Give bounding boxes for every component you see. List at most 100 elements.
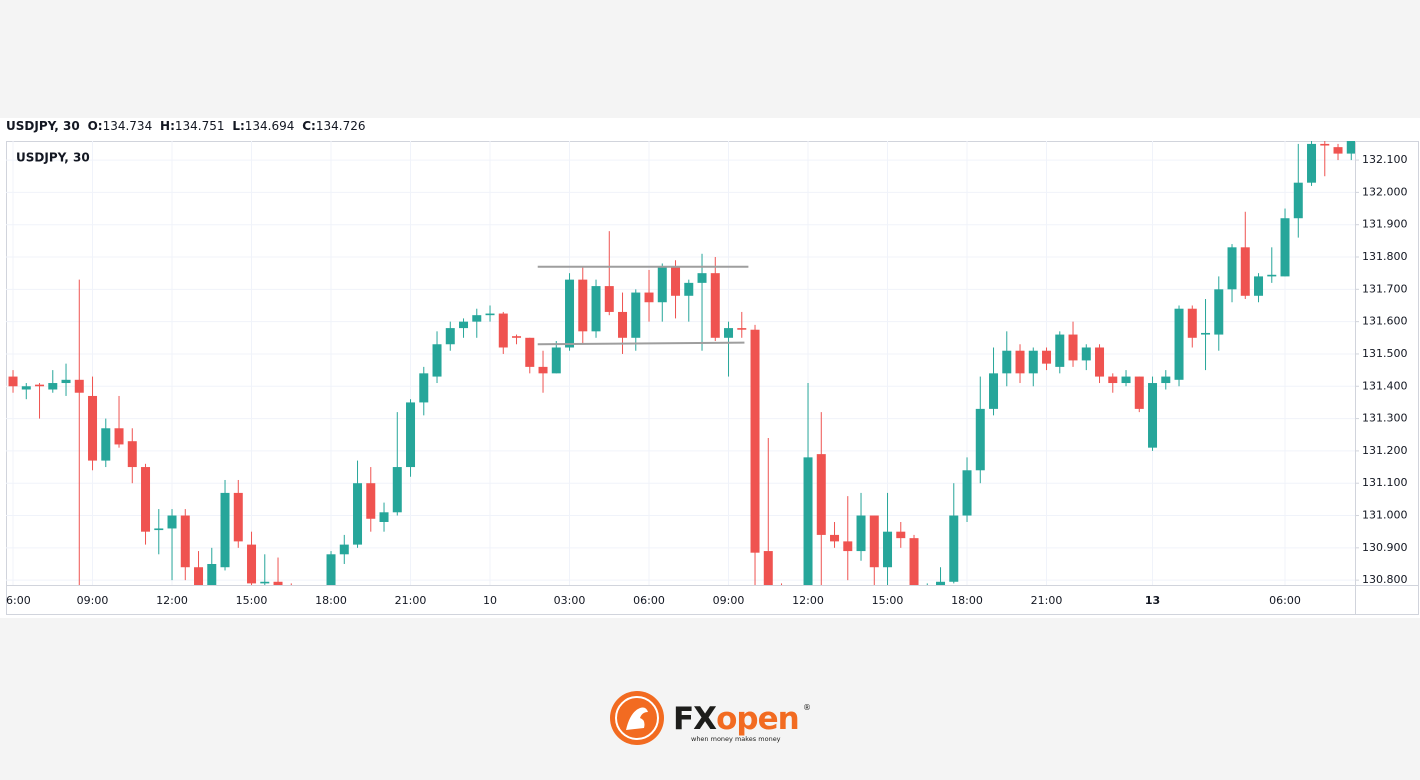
candle-body (671, 266, 681, 296)
chart-panel (0, 118, 1420, 618)
ohlc-value: 134.751 (175, 119, 225, 133)
candle-body (127, 441, 137, 468)
candle-body (618, 311, 628, 338)
symbol: USDJPY, 30 (6, 119, 80, 133)
candle-body (1028, 350, 1038, 374)
y-tick-label: 131.100 (1362, 476, 1408, 489)
candle-body (1320, 143, 1330, 146)
logo-fx: FX (673, 701, 717, 737)
ohlc-key: H: (160, 119, 175, 133)
candle-body (1015, 350, 1025, 374)
candle-body (936, 581, 946, 585)
logo: FXopen ® when money makes money (610, 691, 811, 745)
candle-body (154, 528, 164, 531)
chart-frame (6, 141, 1419, 615)
x-tick-label: 09:00 (77, 594, 109, 607)
candle-body (737, 328, 747, 330)
trendline (537, 341, 745, 346)
candle-body (48, 383, 58, 390)
candle-body (591, 286, 601, 332)
candle-body (856, 515, 866, 552)
ohlc-value: 134.694 (245, 119, 295, 133)
candle-body (1293, 182, 1303, 219)
candle-body (260, 581, 270, 584)
candle-body (167, 515, 177, 529)
candle-body (1068, 334, 1078, 361)
candle-body (379, 512, 389, 522)
x-tick-label: 15:00 (872, 594, 904, 607)
x-tick-label: 09:00 (713, 594, 745, 607)
ohlc-key: O: (88, 119, 103, 133)
logo-open: open (716, 701, 799, 737)
candle-body (830, 534, 840, 542)
y-tick-label: 132.100 (1362, 153, 1408, 166)
candle-body (1307, 143, 1317, 183)
y-tick-label: 131.600 (1362, 315, 1408, 328)
candle-body (1174, 308, 1184, 380)
ohlc-key: C: (302, 119, 316, 133)
y-tick-label: 131.200 (1362, 444, 1408, 457)
candle-body (74, 379, 84, 393)
candle-body (207, 563, 217, 585)
candle-body (194, 567, 204, 585)
candle-body (273, 581, 283, 585)
candle-body (419, 373, 429, 403)
y-tick-label: 131.400 (1362, 379, 1408, 392)
candle-body (525, 337, 535, 367)
grid (6, 141, 1355, 585)
candle-body (1254, 276, 1264, 296)
x-tick-label: 18:00 (951, 594, 983, 607)
y-tick-label: 132.000 (1362, 185, 1408, 198)
candle-body (644, 292, 654, 303)
candle-body (843, 541, 853, 552)
candle-body (101, 428, 111, 461)
x-tick-label: 12:00 (156, 594, 188, 607)
candle-body (1108, 376, 1118, 384)
candle-body (1280, 218, 1290, 277)
axes: 130.800 130.900 131.000 131.100 131.200 131.3… (6, 153, 1408, 607)
candle-body (684, 282, 694, 296)
candle-body (1240, 247, 1250, 296)
logo-registered: ® (803, 703, 811, 712)
x-tick-label: 15:00 (236, 594, 268, 607)
y-tick-label: 130.900 (1362, 541, 1408, 554)
logo-tagline: when money makes money (691, 735, 781, 743)
candle-body (565, 279, 575, 348)
candle-body (1187, 308, 1197, 338)
ohlc-header: USDJPY, 30 O:134.734 H:134.751 L:134.694… (6, 119, 365, 133)
candle-body (498, 313, 508, 348)
candle-body (1042, 350, 1052, 364)
candle-body (247, 544, 257, 584)
candle-body (763, 551, 773, 585)
candle-body (353, 483, 363, 545)
candle-body (697, 273, 707, 283)
candle-body (432, 344, 442, 377)
candle-body (949, 515, 959, 582)
logo-wordmark: FXopen (673, 701, 799, 737)
candle-body (1333, 147, 1343, 154)
plot (8, 141, 1355, 585)
y-tick-label: 131.300 (1362, 412, 1408, 425)
x-tick-label: 18:00 (315, 594, 347, 607)
candle-body (1081, 347, 1091, 361)
candle-body (631, 292, 641, 338)
candle-body (1201, 332, 1211, 335)
candle-body (816, 454, 826, 535)
candle-body (657, 266, 667, 303)
candle-body (578, 279, 588, 332)
candle-body (21, 386, 31, 390)
logo-icon-ring (615, 696, 659, 740)
legend-symbol: USDJPY, 30 (16, 151, 90, 165)
x-tick-label: 10 (483, 594, 497, 607)
candle-body (61, 379, 71, 384)
candle-body (1121, 376, 1131, 384)
logo-icon-figure (626, 707, 648, 730)
candle-body (406, 402, 416, 468)
candle-body (869, 515, 879, 568)
y-tick-label: 130.800 (1362, 573, 1408, 586)
candle-body (750, 329, 760, 553)
candle-body (339, 544, 349, 555)
x-tick-label: 6:00 (6, 594, 31, 607)
